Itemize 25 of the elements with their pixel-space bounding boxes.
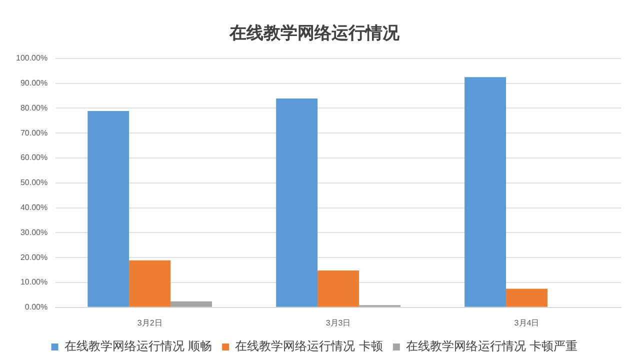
bar [129,260,171,307]
bar [170,301,212,307]
bar [506,288,548,307]
chart-title: 在线教学网络运行情况 [228,24,400,44]
y-tick-label: 100.00% [16,54,48,63]
y-tick-label: 20.00% [20,252,48,262]
legend-label: 在线教学网络运行情况 卡顿严重 [406,339,578,354]
x-tick-label: 3月3日 [326,318,351,328]
bar [464,77,506,307]
y-tick-label: 10.00% [20,278,48,287]
y-tick-label: 70.00% [20,128,48,138]
y-tick-label: 50.00% [20,178,48,188]
bar [318,270,360,307]
y-tick-label: 80.00% [20,103,48,112]
y-tick-label: 30.00% [20,228,48,237]
y-tick-label: 0.00% [24,302,48,312]
x-tick-label: 3月4日 [514,318,540,328]
y-tick-label: 40.00% [20,203,48,212]
x-tick-label: 3月2日 [137,318,162,328]
bar [88,110,130,307]
legend-label: 在线教学网络运行情况 顺畅 [64,339,212,354]
y-tick-label: 60.00% [20,153,48,162]
bar [276,98,318,307]
legend-label: 在线教学网络运行情况 卡顿 [235,339,383,354]
y-tick-label: 90.00% [20,78,48,88]
